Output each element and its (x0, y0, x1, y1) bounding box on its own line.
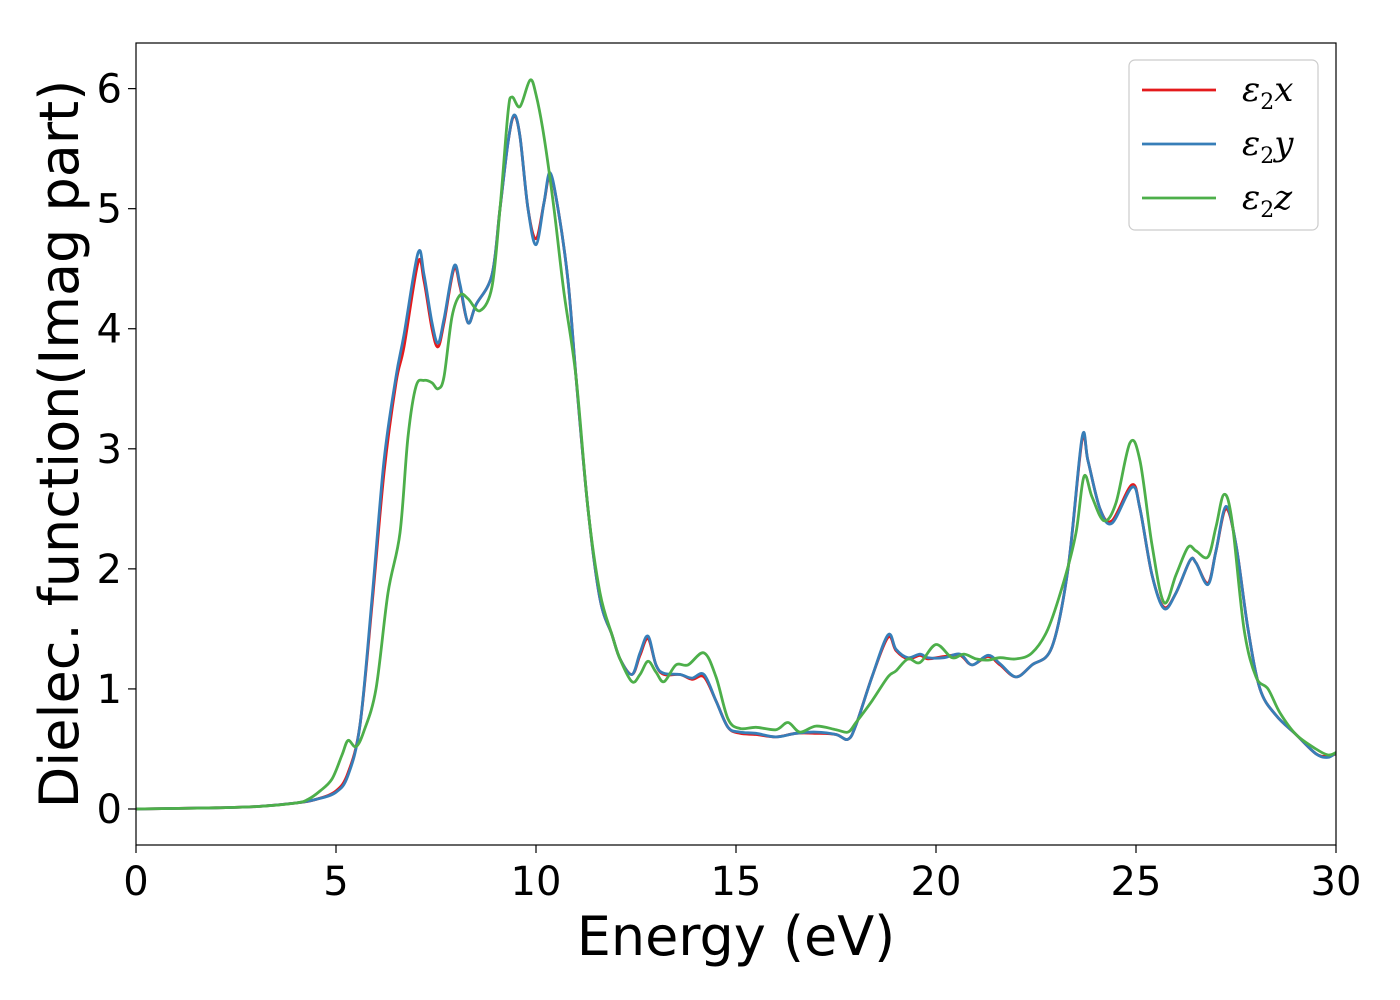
y-tick-label: 1 (97, 667, 122, 713)
y-tick-label: 0 (97, 787, 122, 833)
x-axis: 0 5 10 15 20 25 30 (123, 845, 1361, 905)
y-tick-label: 3 (97, 427, 122, 473)
x-axis-label: Energy (eV) (577, 905, 896, 968)
y-tick-label: 6 (97, 67, 122, 113)
legend-box (1128, 59, 1319, 231)
x-tick-label: 30 (1311, 859, 1362, 905)
x-tick-label: 15 (711, 859, 762, 905)
x-tick-label: 0 (123, 859, 148, 905)
legend-label-y: ε2y (1242, 124, 1294, 169)
series-line-y (136, 113, 1336, 811)
y-tick-label: 5 (97, 187, 122, 233)
x-tick-label: 5 (323, 859, 348, 905)
y-tick-label: 4 (97, 307, 122, 353)
x-tick-label: 25 (1111, 859, 1162, 905)
x-tick-label: 20 (911, 859, 962, 905)
y-tick-label: 2 (97, 547, 122, 593)
series-layer (136, 78, 1336, 811)
legend-label-z: ε2z (1242, 178, 1293, 223)
x-tick-label: 10 (511, 859, 562, 905)
legend: ε2x ε2y ε2z (1128, 59, 1319, 231)
legend-label-x: ε2x (1242, 70, 1293, 115)
series-line-z (136, 78, 1336, 811)
y-axis: 0 1 2 3 4 5 6 (97, 67, 136, 833)
y-axis-label: Dielec. function(Imag part) (28, 80, 91, 809)
